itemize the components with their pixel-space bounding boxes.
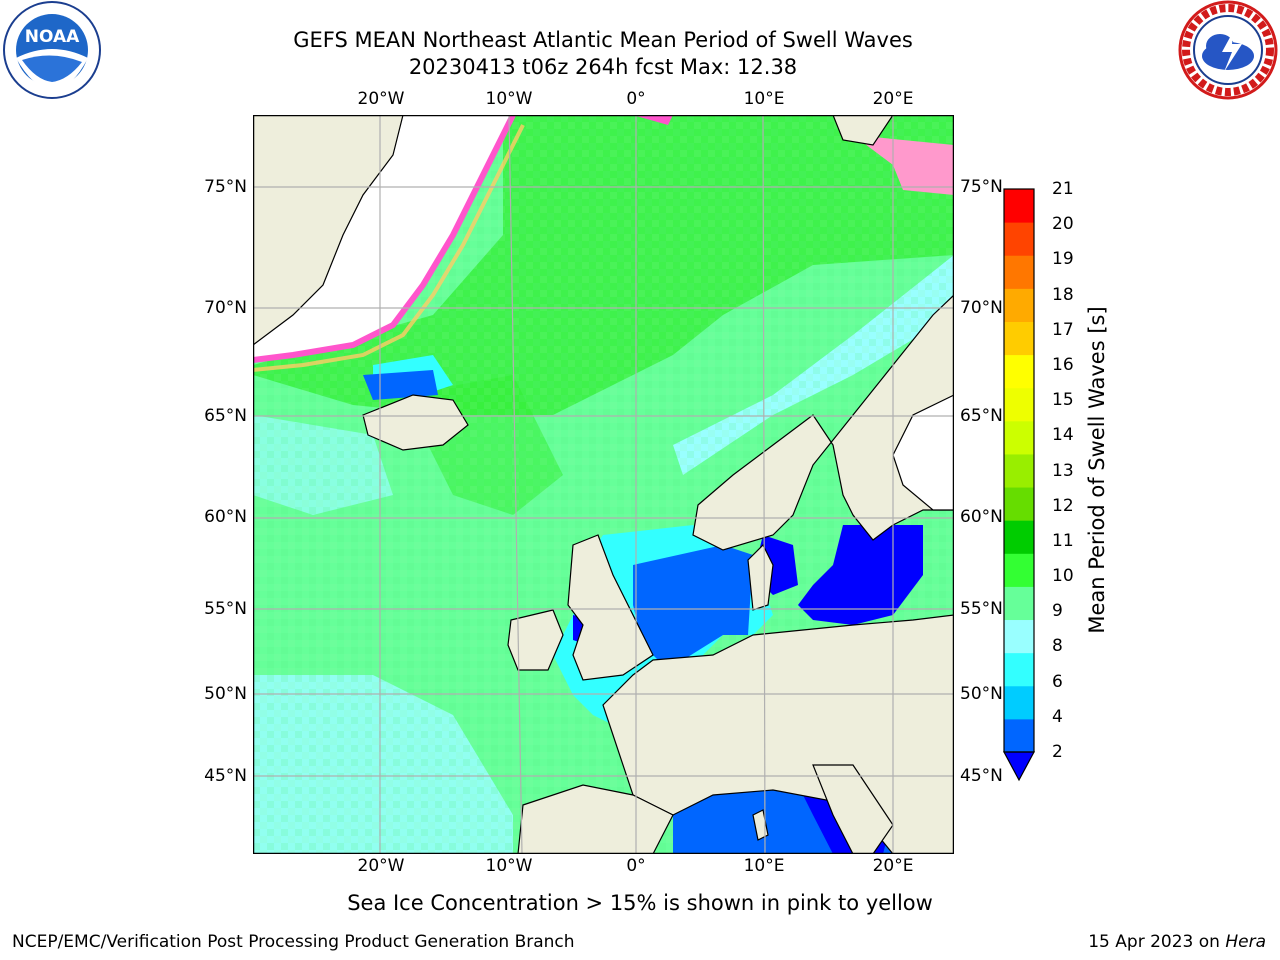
lon-label-top-20w: 20°W xyxy=(357,89,405,109)
lon-label-bottom-0: 0° xyxy=(626,856,646,876)
map-frame xyxy=(253,115,954,854)
colorbar-tick-label: 10 xyxy=(1052,566,1074,587)
ice-edge xyxy=(253,115,516,363)
footer-host: Hera xyxy=(1225,932,1266,952)
colorbar-tick-label: 21 xyxy=(1052,179,1074,199)
colorbar-tick-label: 17 xyxy=(1052,319,1074,340)
colorbar-swatch xyxy=(1004,255,1034,289)
swell-period-map xyxy=(253,115,954,854)
graticule xyxy=(253,115,954,854)
lat-label-right-60n: 60°N xyxy=(960,507,1003,527)
colorbar-tick-label: 16 xyxy=(1052,354,1074,375)
colorbar-tick-label: 15 xyxy=(1052,390,1074,411)
colorbar-swatch xyxy=(1004,685,1034,720)
colorbar-swatch xyxy=(1004,619,1034,654)
land xyxy=(253,115,954,854)
colorbar-swatch xyxy=(1004,453,1034,488)
lat-label-right-65n: 65°N xyxy=(960,406,1003,426)
footer-date: 15 Apr 2023 on Hera xyxy=(1088,932,1266,952)
colorbar-tick-label: 13 xyxy=(1052,460,1074,481)
colorbar-tick-label: 12 xyxy=(1052,495,1074,516)
lat-label-right-50n: 50°N xyxy=(960,684,1003,704)
colorbar-swatch xyxy=(1004,718,1034,753)
colorbar-swatch xyxy=(1004,354,1034,389)
colorbar-tick-label: 8 xyxy=(1052,636,1063,657)
footer-date-text: 15 Apr 2023 on xyxy=(1088,932,1226,952)
ice-barents xyxy=(853,135,954,195)
ice-edge-inner xyxy=(253,124,525,372)
chart-title-line1: GEFS MEAN Northeast Atlantic Mean Period… xyxy=(293,28,913,52)
colorbar-tick-label: 9 xyxy=(1052,601,1063,622)
colorbar-under-arrow xyxy=(1002,751,1036,782)
colorbar-tick-label: 19 xyxy=(1052,249,1074,270)
colorbar-swatch xyxy=(1004,189,1034,223)
region-2-4s-iceland-n xyxy=(363,370,438,400)
region-2-4s-northsea xyxy=(633,545,753,665)
lat-label-right-45n: 45°N xyxy=(960,766,1003,786)
colorbar-tick-label: 11 xyxy=(1052,530,1074,551)
region-under-2s-baltic xyxy=(798,525,923,625)
ice-note: Sea Ice Concentration > 15% is shown in … xyxy=(0,891,1280,915)
colorbar-tick-label: 18 xyxy=(1052,284,1074,305)
lon-label-bottom-10e: 10°E xyxy=(743,856,785,876)
nws-logo xyxy=(1178,0,1278,100)
colorbar-swatch xyxy=(1004,420,1034,455)
lat-label-left-70n: 70°N xyxy=(204,298,247,318)
colorbar-tick-label: 20 xyxy=(1052,214,1074,235)
colorbar-swatch xyxy=(1004,652,1034,687)
lat-label-left-75n: 75°N xyxy=(204,177,247,197)
ice-svalbard xyxy=(633,115,673,125)
lon-label-top-0: 0° xyxy=(626,89,646,109)
colorbar-swatch xyxy=(1004,387,1034,422)
chart-title-line2: 20230413 t06z 264h fcst Max: 12.38 xyxy=(408,55,798,79)
lat-label-left-55n: 55°N xyxy=(204,599,247,619)
colorbar-frame xyxy=(1003,188,1035,753)
lat-label-left-50n: 50°N xyxy=(204,684,247,704)
colorbar-tick-label: 14 xyxy=(1052,425,1074,446)
colorbar-label: Mean Period of Swell Waves [s] xyxy=(1085,306,1109,634)
colorbar-swatches xyxy=(1004,189,1034,753)
lon-label-bottom-20w: 20°W xyxy=(357,856,405,876)
colorbar-swatch xyxy=(1004,222,1034,256)
lat-label-right-70n: 70°N xyxy=(960,298,1003,318)
colorbar-tick-label: 6 xyxy=(1052,671,1063,692)
lat-label-right-75n: 75°N xyxy=(960,177,1003,197)
colorbar-swatch xyxy=(1004,586,1034,621)
lat-label-left-65n: 65°N xyxy=(204,406,247,426)
colorbar-swatch xyxy=(1004,553,1034,587)
lon-label-bottom-20e: 20°E xyxy=(872,856,914,876)
lon-label-top-10e: 10°E xyxy=(743,89,785,109)
colorbar-tick-label: 2 xyxy=(1052,742,1063,762)
footer-credit: NCEP/EMC/Verification Post Processing Pr… xyxy=(12,932,575,952)
colorbar-tick-label: 4 xyxy=(1052,706,1063,727)
lon-label-top-20e: 20°E xyxy=(872,89,914,109)
colorbar-swatch xyxy=(1004,487,1034,521)
lat-label-right-55n: 55°N xyxy=(960,599,1003,619)
colorbar xyxy=(1002,188,1036,782)
lat-label-left-45n: 45°N xyxy=(204,766,247,786)
colorbar-swatch xyxy=(1004,288,1034,322)
ice-note-text: Sea Ice Concentration > 15% is shown in … xyxy=(347,891,933,915)
noaa-logo: NOAA xyxy=(3,1,101,99)
lon-label-top-10w: 10°W xyxy=(485,89,533,109)
colorbar-swatch xyxy=(1004,520,1034,554)
svg-text:NOAA: NOAA xyxy=(25,27,80,47)
colorbar-swatch xyxy=(1004,321,1034,356)
lat-label-left-60n: 60°N xyxy=(204,507,247,527)
lon-label-bottom-10w: 10°W xyxy=(485,856,533,876)
